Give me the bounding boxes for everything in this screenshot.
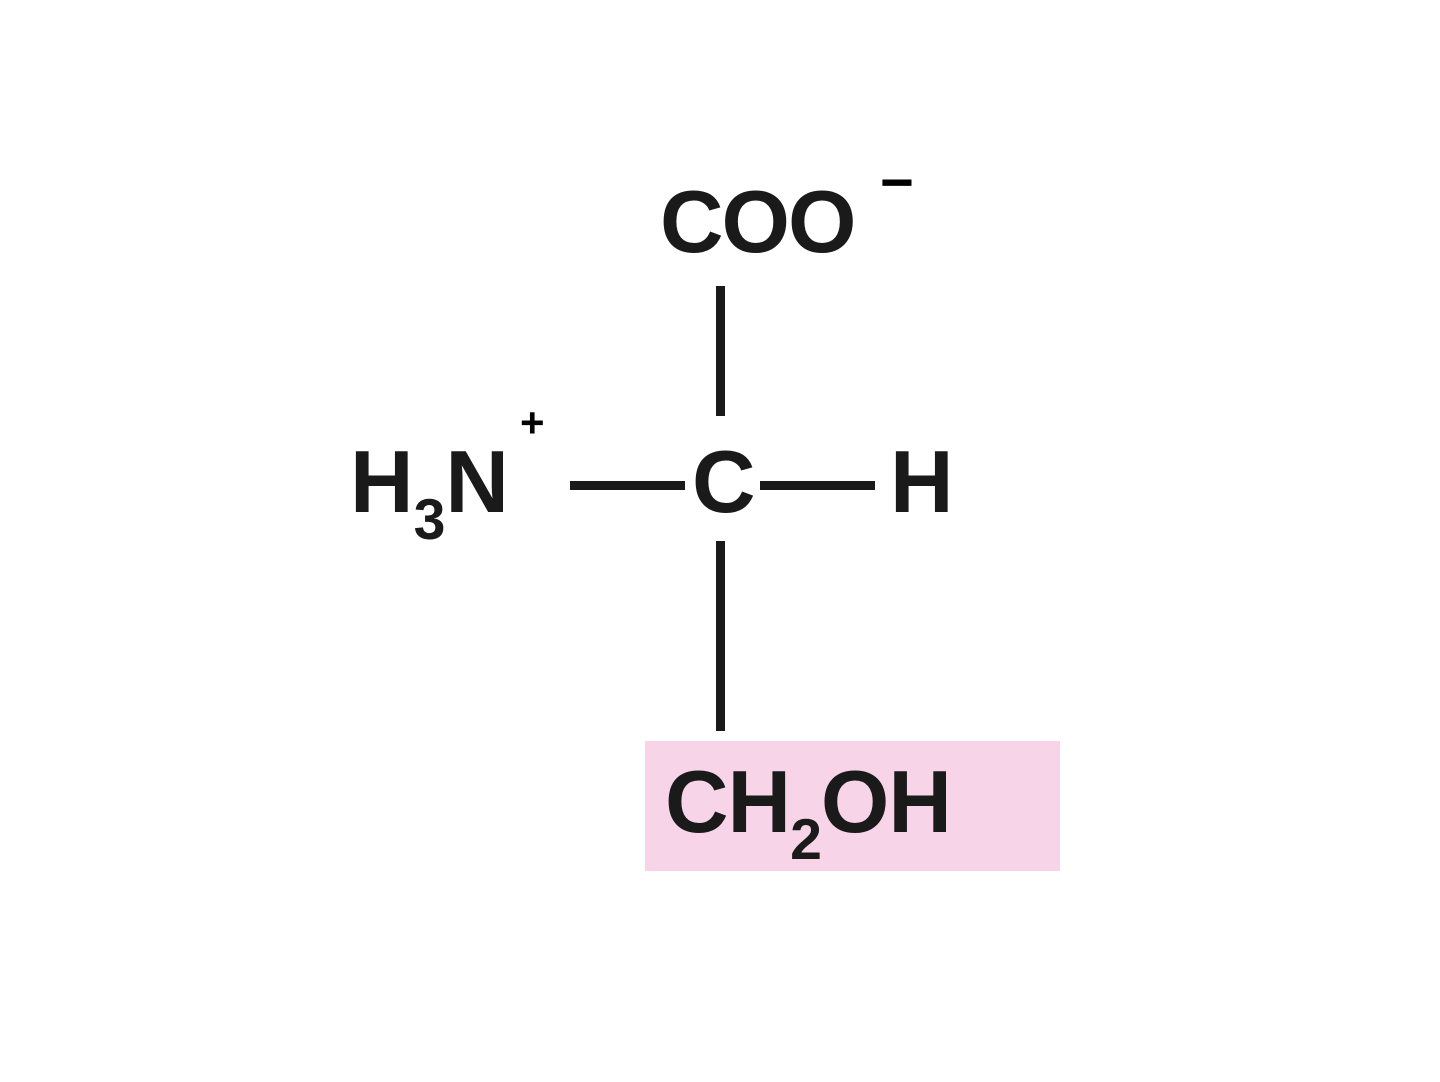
bond-carboxyl-center <box>716 286 725 416</box>
amino-n: N <box>445 432 509 531</box>
carboxyl-text: COO <box>660 172 854 271</box>
sidechain-subscript: 2 <box>790 808 821 872</box>
bond-center-hydrogen <box>760 481 875 490</box>
hydrogen-atom: H <box>890 431 954 533</box>
side-chain-group: CH2OH <box>665 751 951 865</box>
amino-subscript: 3 <box>414 488 446 552</box>
carboxyl-group: COO <box>660 171 854 273</box>
bond-center-sidechain <box>716 541 725 731</box>
alpha-carbon: C <box>692 431 756 533</box>
amino-group: H3N <box>350 431 509 545</box>
carboxyl-charge: − <box>880 149 914 216</box>
amino-charge: + <box>520 399 545 447</box>
sidechain-oh: OH <box>821 752 951 851</box>
amino-h: H <box>350 432 414 531</box>
bond-amino-center <box>570 481 685 490</box>
chemical-structure-diagram: COO − H3N + C H CH2OH <box>270 141 1170 941</box>
sidechain-ch: CH <box>665 752 790 851</box>
